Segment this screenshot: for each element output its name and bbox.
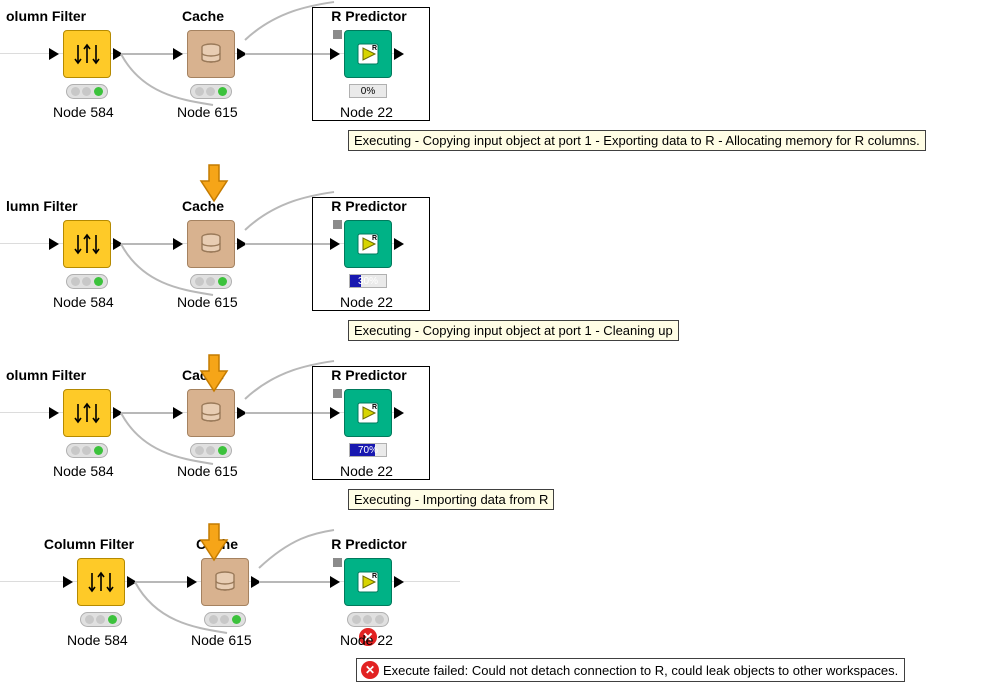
glyph [72, 39, 102, 69]
node-column-filter[interactable] [63, 389, 111, 437]
error-tooltip: ✕Execute failed: Could not detach connec… [356, 658, 905, 682]
port-arrow [127, 576, 137, 588]
flow-arrow-icon [199, 163, 229, 203]
node-label-column-filter: olumn Filter [6, 8, 86, 24]
status-traffic-light [190, 443, 232, 458]
status-tooltip: Executing - Copying input object at port… [348, 130, 926, 151]
selection-box [312, 197, 430, 311]
node-id: Node 615 [191, 632, 252, 648]
flow-arrow-icon [199, 522, 229, 562]
port-arrow [113, 48, 123, 60]
selection-box [312, 7, 430, 121]
node-id: Node 584 [67, 632, 128, 648]
port [333, 558, 342, 567]
port-arrow [394, 576, 404, 588]
status-traffic-light [190, 274, 232, 289]
node-id: Node 22 [340, 632, 393, 648]
node-label-r-predictor: R Predictor [314, 536, 424, 552]
port-arrow [63, 576, 73, 588]
port-arrow [113, 238, 123, 250]
node-id: Node 615 [177, 104, 238, 120]
svg-text:R: R [372, 573, 377, 580]
node-id: Node 584 [53, 104, 114, 120]
node-column-filter[interactable] [63, 30, 111, 78]
port-arrow [251, 576, 261, 588]
port-arrow [330, 576, 340, 588]
port-arrow [237, 407, 247, 419]
port-arrow [237, 48, 247, 60]
node-id: Node 584 [53, 463, 114, 479]
node-cache[interactable] [201, 558, 249, 606]
node-cache[interactable] [187, 389, 235, 437]
status-traffic-light [66, 84, 108, 99]
node-label-cache: Cache [163, 8, 243, 24]
status-tooltip: Executing - Importing data from R [348, 489, 554, 510]
status-traffic-light [347, 612, 389, 627]
node-id: Node 615 [177, 294, 238, 310]
selection-box [312, 366, 430, 480]
node-cache[interactable] [187, 220, 235, 268]
port-arrow [173, 407, 183, 419]
status-traffic-light [66, 274, 108, 289]
status-traffic-light [190, 84, 232, 99]
error-icon: ✕ [361, 661, 379, 679]
node-label-column-filter: olumn Filter [6, 367, 86, 383]
port-arrow [49, 407, 59, 419]
port-arrow [173, 238, 183, 250]
node-r-predictor[interactable]: R [344, 558, 392, 606]
port-arrow [187, 576, 197, 588]
node-label-column-filter: lumn Filter [6, 198, 78, 214]
port-arrow [113, 407, 123, 419]
port-arrow [49, 48, 59, 60]
port-arrow [49, 238, 59, 250]
status-traffic-light [204, 612, 246, 627]
flow-arrow-icon [199, 353, 229, 393]
status-tooltip: Executing - Copying input object at port… [348, 320, 679, 341]
port-arrow [237, 238, 247, 250]
status-traffic-light [80, 612, 122, 627]
node-id: Node 584 [53, 294, 114, 310]
node-column-filter[interactable] [63, 220, 111, 268]
node-id: Node 615 [177, 463, 238, 479]
port-arrow [173, 48, 183, 60]
node-label-column-filter: Column Filter [29, 536, 149, 552]
node-cache[interactable] [187, 30, 235, 78]
status-traffic-light [66, 443, 108, 458]
node-column-filter[interactable] [77, 558, 125, 606]
